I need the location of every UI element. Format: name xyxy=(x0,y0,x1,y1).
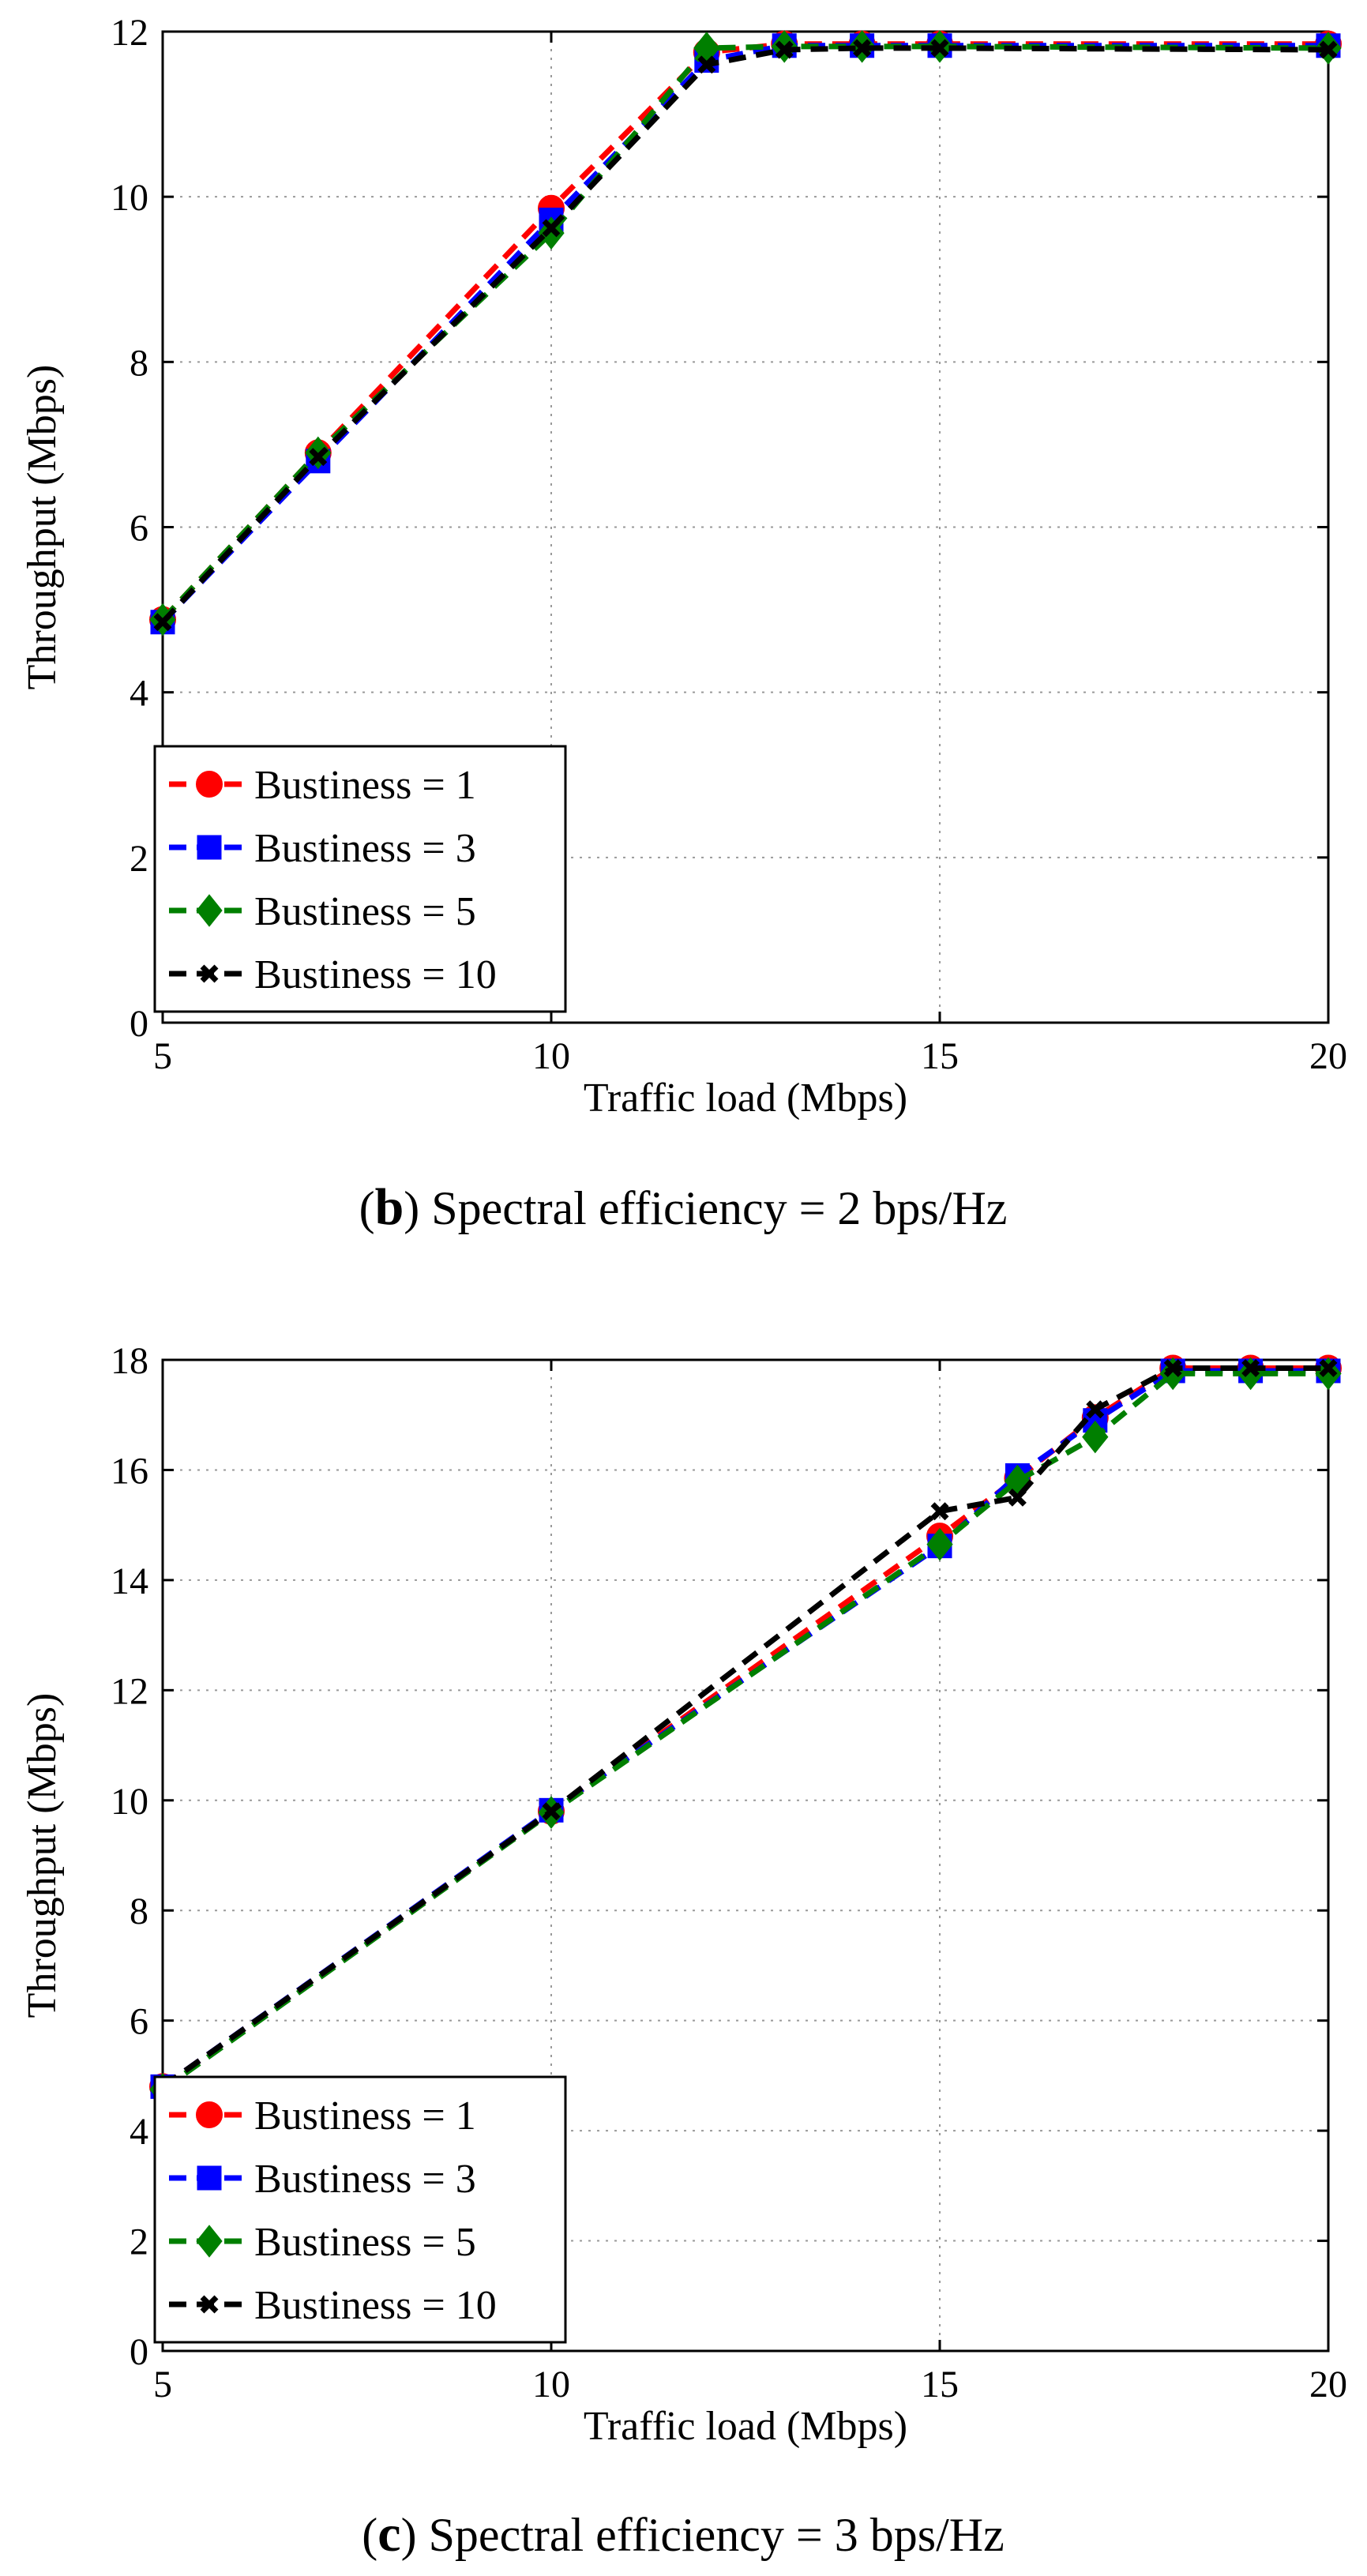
data-point xyxy=(1319,40,1338,59)
caption-text: Spectral efficiency = 2 bps/Hz xyxy=(431,1182,1007,1234)
legend-label: Bustiness = 1 xyxy=(254,763,476,808)
y-tick-label: 16 xyxy=(111,1450,148,1492)
caption-paren-close: ) xyxy=(404,1182,431,1234)
y-tick-label: 8 xyxy=(130,1891,148,1932)
y-tick-label: 10 xyxy=(111,1781,148,1823)
legend-item: Bustiness = 3 xyxy=(169,2157,476,2202)
data-point xyxy=(697,55,716,74)
chart-panel-b: 5 10 15 20 0 2 4 6 8 10 12 Traffic load (Mbps) Throu… xyxy=(20,12,1347,1236)
y-tick-label: 6 xyxy=(130,508,148,550)
data-point xyxy=(930,39,949,58)
x-tick-label: 15 xyxy=(921,2364,959,2405)
x-tick-label: 5 xyxy=(153,1035,172,1077)
x-axis-label: Traffic load (Mbps) xyxy=(584,2404,907,2449)
figure-caption: (c) Spectral efficiency = 3 bps/Hz xyxy=(362,2505,1004,2563)
legend-marker xyxy=(197,2165,222,2191)
legend-marker xyxy=(196,894,223,927)
legend-box xyxy=(153,2075,567,2344)
y-tick-label: 0 xyxy=(130,2331,148,2373)
data-point xyxy=(309,448,328,467)
legend-item: Bustiness = 5 xyxy=(169,2220,476,2265)
figure-caption: (b) Spectral efficiency = 2 bps/Hz xyxy=(359,1178,1008,1236)
legend-label: Bustiness = 10 xyxy=(254,952,497,997)
y-tick-label: 4 xyxy=(130,673,148,715)
y-tick-label: 2 xyxy=(130,838,148,880)
y-tick-label: 8 xyxy=(130,342,148,384)
caption-paren-close: ) xyxy=(401,2509,429,2561)
data-point xyxy=(542,219,561,238)
legend-label: Bustiness = 1 xyxy=(254,2093,476,2139)
y-axis-label: Throughput (Mbps) xyxy=(20,365,65,690)
y-tick-label: 12 xyxy=(111,12,148,54)
y-tick-label: 0 xyxy=(130,1003,148,1045)
caption-paren-open: ( xyxy=(362,2509,377,2561)
legend-box xyxy=(153,745,567,1013)
legend-marker xyxy=(196,2101,223,2128)
data-point xyxy=(153,613,172,632)
series-3 xyxy=(153,39,1338,632)
series-3 xyxy=(153,1358,1338,2096)
y-tick-label: 18 xyxy=(111,1340,148,1382)
series-line xyxy=(160,1365,1328,2090)
legend-marker xyxy=(196,771,223,798)
x-axis-label: Traffic load (Mbps) xyxy=(584,1076,907,1121)
data-point xyxy=(930,1502,949,1521)
data-point xyxy=(1086,1400,1105,1419)
legend-item: Bustiness = 1 xyxy=(169,2093,476,2139)
axes-frame xyxy=(161,1358,1330,2353)
data-point xyxy=(1241,1358,1260,1377)
y-tick-label: 12 xyxy=(111,1670,148,1712)
x-tick-label: 20 xyxy=(1309,2364,1347,2405)
legend-label: Bustiness = 3 xyxy=(254,826,476,871)
data-point xyxy=(542,1802,561,1821)
legend-item: Bustiness = 5 xyxy=(169,889,476,934)
x-tick-label: 10 xyxy=(532,1035,570,1077)
legend-label: Bustiness = 10 xyxy=(254,2283,497,2328)
series-line xyxy=(160,45,1329,625)
caption-panel-letter: c xyxy=(377,2505,400,2563)
y-axis-label: Throughput (Mbps) xyxy=(20,1693,65,2018)
x-tick-label: 20 xyxy=(1309,1035,1347,1077)
caption-text: Spectral efficiency = 3 bps/Hz xyxy=(429,2509,1005,2561)
y-tick-label: 4 xyxy=(130,2111,148,2153)
chart-panel-c: 5 10 15 20 0 2 4 6 8 10 12 14 16 18 Traffic load (Mbps… xyxy=(20,1340,1347,2563)
legend-item: Bustiness = 10 xyxy=(169,952,497,997)
y-tick-label: 14 xyxy=(111,1560,148,1602)
legend-label: Bustiness = 5 xyxy=(254,889,476,934)
data-point xyxy=(1319,1358,1338,1377)
legend: Bustiness = 1 Bustiness = 3 Bustiness = 5 B… xyxy=(153,745,567,1013)
legend-marker xyxy=(200,964,219,983)
legend: Bustiness = 1 Bustiness = 3 Bustiness = 5 B… xyxy=(153,2075,567,2344)
data-point xyxy=(926,1527,953,1561)
x-tick-label: 10 xyxy=(532,2364,570,2405)
legend-label: Bustiness = 3 xyxy=(254,2157,476,2202)
x-tick-label: 15 xyxy=(921,1035,959,1077)
y-tick-label: 2 xyxy=(130,2221,148,2263)
data-point xyxy=(853,39,872,58)
data-point xyxy=(775,40,794,59)
data-point xyxy=(1008,1488,1027,1507)
legend-item: Bustiness = 10 xyxy=(169,2283,497,2328)
data-point xyxy=(1163,1358,1182,1377)
y-tick-label: 6 xyxy=(130,2001,148,2043)
legend-item: Bustiness = 3 xyxy=(169,826,476,871)
legend-marker xyxy=(197,835,222,860)
legend-marker xyxy=(200,2295,219,2314)
legend-marker xyxy=(196,2225,223,2258)
x-tick-label: 5 xyxy=(153,2364,172,2405)
y-tick-label: 10 xyxy=(111,177,148,219)
data-point xyxy=(1082,1420,1109,1454)
caption-paren-open: ( xyxy=(359,1182,375,1234)
caption-panel-letter: b xyxy=(375,1178,404,1236)
legend-label: Bustiness = 5 xyxy=(254,2220,476,2265)
legend-item: Bustiness = 1 xyxy=(169,763,476,808)
